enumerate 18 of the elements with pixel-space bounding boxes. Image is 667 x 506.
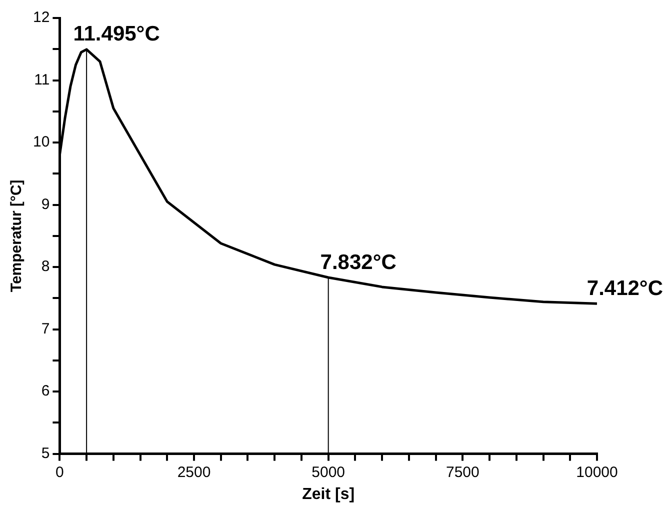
x-tick-label: 7500 [446,464,480,481]
y-tick-label: 11 [34,71,50,88]
x-tick-label: 2500 [177,464,211,481]
annotation: 11.495°C [73,22,160,46]
annotation: 7.832°C [320,250,396,274]
y-tick-label: 7 [41,320,50,338]
x-tick-label: 10000 [576,464,618,481]
y-axis-title: Temperatur [°C] [8,180,26,292]
y-tick-label: 8 [41,258,50,276]
x-axis-title: Zeit [s] [302,486,355,503]
x-tick-label: 0 [56,464,64,481]
y-tick-label: 5 [41,444,50,462]
y-tick-label: 9 [41,196,50,213]
y-tick-label: 6 [41,382,50,400]
annotation: 7.412°C [586,276,664,300]
y-tick-label: 12 [32,9,50,26]
x-tick-label: 5000 [312,464,346,481]
y-tick-label: 10 [32,134,50,151]
